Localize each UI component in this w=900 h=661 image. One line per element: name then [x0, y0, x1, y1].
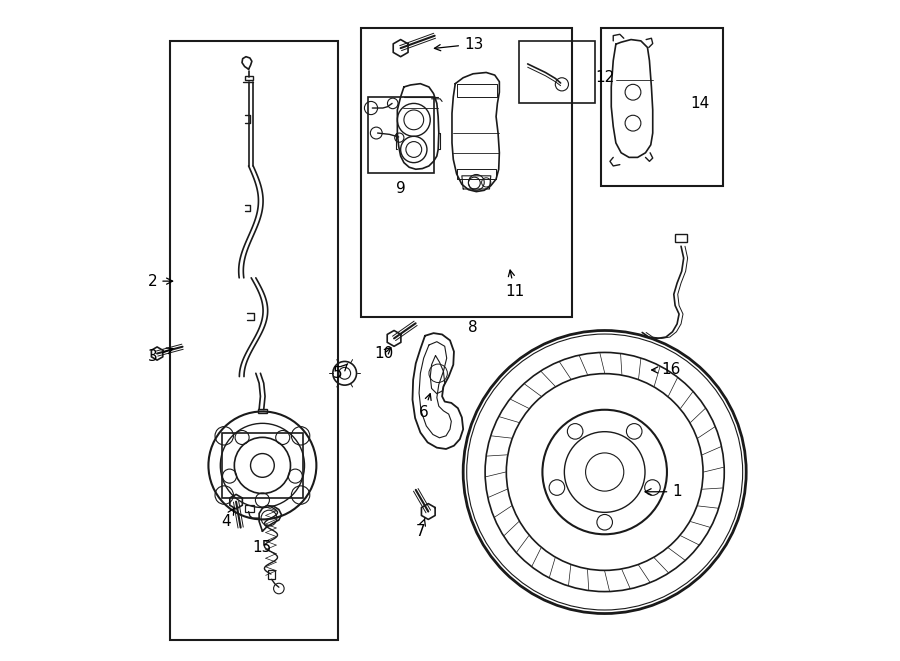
Text: 16: 16 — [652, 362, 680, 377]
Bar — [170, 41, 338, 640]
Bar — [245, 76, 253, 80]
Bar — [268, 570, 274, 579]
Bar — [368, 97, 434, 173]
Text: 15: 15 — [253, 540, 272, 555]
Bar — [601, 28, 724, 186]
Text: 3: 3 — [148, 348, 173, 364]
Text: 1: 1 — [645, 485, 682, 499]
Text: 7: 7 — [416, 518, 426, 539]
Text: 4: 4 — [221, 508, 234, 529]
Text: 5: 5 — [333, 364, 347, 381]
Text: 12: 12 — [595, 69, 615, 85]
Text: 14: 14 — [690, 96, 710, 111]
Text: 9: 9 — [396, 182, 406, 196]
Bar — [257, 408, 267, 413]
Bar — [245, 505, 254, 512]
Bar — [519, 41, 595, 103]
Bar — [361, 28, 572, 317]
Text: 2: 2 — [148, 274, 173, 289]
Text: 11: 11 — [505, 270, 524, 299]
Text: 6: 6 — [418, 394, 431, 420]
Text: 10: 10 — [374, 346, 394, 361]
Bar — [221, 432, 303, 498]
Text: 8: 8 — [468, 320, 478, 334]
Bar — [675, 234, 687, 242]
Text: 13: 13 — [435, 36, 483, 52]
